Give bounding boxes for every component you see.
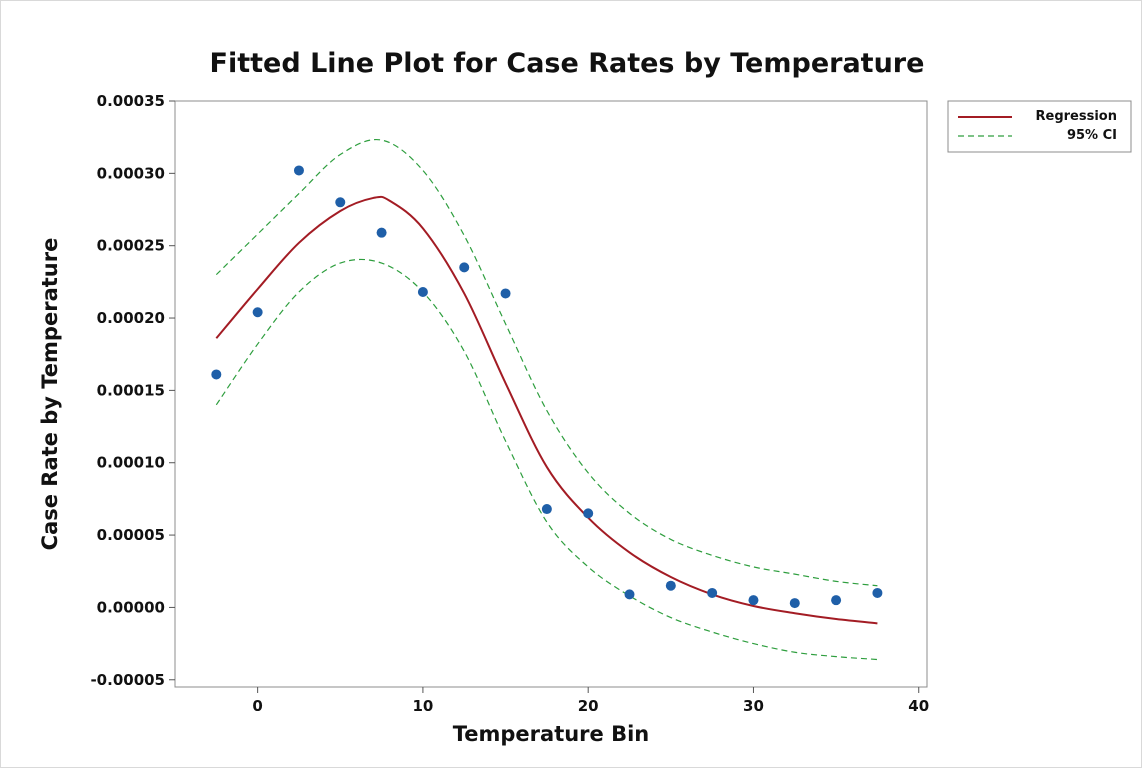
y-axis-label: Case Rate by Temperature bbox=[38, 238, 62, 551]
x-axis-label: Temperature Bin bbox=[453, 722, 650, 746]
y-tick-label: 0.00015 bbox=[97, 381, 165, 399]
x-tick-label: 20 bbox=[578, 697, 599, 715]
legend-box bbox=[947, 100, 1132, 153]
data-point bbox=[624, 589, 635, 600]
y-tick-label: 0.00000 bbox=[97, 598, 165, 616]
x-tick-label: 10 bbox=[412, 697, 433, 715]
data-point bbox=[707, 587, 718, 598]
y-tick-label: 0.00025 bbox=[97, 237, 165, 255]
x-axis-ticks: 0 10 20 30 40 bbox=[252, 687, 929, 715]
data-point bbox=[665, 580, 676, 591]
y-axis-ticks: -0.00005 0.00000 0.00005 0.00010 0.00015 0.00… bbox=[90, 92, 175, 689]
plot-area bbox=[174, 100, 928, 688]
data-point bbox=[748, 595, 759, 606]
y-tick-label: 0.00035 bbox=[97, 92, 165, 110]
y-tick-label: 0.00030 bbox=[97, 164, 165, 182]
x-tick-label: 30 bbox=[743, 697, 764, 715]
data-point bbox=[376, 227, 387, 238]
data-point bbox=[831, 595, 842, 606]
x-tick-label: 0 bbox=[252, 697, 262, 715]
data-point bbox=[500, 288, 511, 299]
legend-regression-label: Regression bbox=[1036, 109, 1117, 124]
y-tick-label: 0.00010 bbox=[97, 454, 165, 472]
chart-title: Fitted Line Plot for Case Rates by Tempe… bbox=[210, 48, 925, 79]
ci-lower-line bbox=[215, 258, 878, 661]
data-point bbox=[252, 307, 263, 318]
regression-line bbox=[215, 195, 878, 625]
data-point bbox=[459, 262, 470, 273]
data-point bbox=[872, 587, 883, 598]
y-tick-label: 0.00020 bbox=[97, 309, 165, 327]
data-point bbox=[789, 598, 800, 609]
y-tick-label: -0.00005 bbox=[90, 671, 165, 689]
ci-upper-line bbox=[215, 138, 878, 587]
legend: Regression 95% CI bbox=[947, 100, 1132, 153]
legend-ci-label: 95% CI bbox=[1067, 128, 1117, 143]
data-point bbox=[293, 165, 304, 176]
series-layer bbox=[215, 138, 878, 661]
x-tick-label: 40 bbox=[908, 697, 929, 715]
y-tick-label: 0.00005 bbox=[97, 526, 165, 544]
data-point bbox=[335, 197, 346, 208]
data-point bbox=[211, 369, 222, 380]
data-point bbox=[541, 504, 552, 515]
data-point bbox=[583, 508, 594, 519]
data-point bbox=[417, 286, 428, 297]
data-points bbox=[211, 165, 883, 609]
